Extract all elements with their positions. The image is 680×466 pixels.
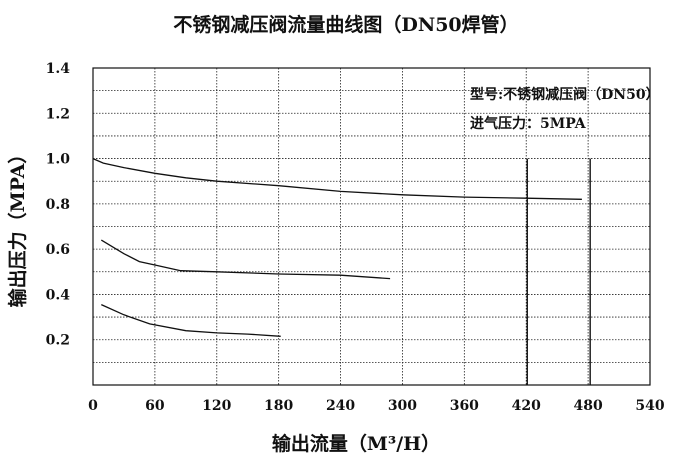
x-tick-label: 120: [202, 398, 231, 414]
x-tick-label: 360: [450, 398, 479, 414]
plot-frame: [92, 67, 651, 386]
x-tick-label: 300: [388, 398, 417, 414]
series-line-3: [101, 304, 281, 337]
series-line-1: [92, 158, 582, 200]
series-line-2: [100, 239, 391, 280]
x-tick-label: 420: [512, 398, 541, 414]
y-tick-label: 1.0: [46, 152, 71, 168]
x-tick-label: 180: [264, 398, 293, 414]
x-axis-label: 输出流量（M³/H）: [272, 432, 440, 455]
series: [92, 158, 582, 337]
vertical-marker-lines: [526, 158, 591, 385]
y-tick-label: 0.2: [46, 333, 70, 349]
y-tick-label: 0.4: [46, 287, 71, 303]
annotation-model: 型号:不锈钢减压阀（DN50）: [470, 86, 660, 103]
x-tick-label: 540: [635, 398, 664, 414]
x-tick-label: 60: [145, 398, 165, 414]
x-tick-labels: 0 60 120 180 240 300 360 420 480 540: [88, 398, 665, 414]
y-tick-label: 0.8: [46, 197, 70, 213]
x-tick-label: 240: [326, 398, 355, 414]
y-axis-label: 输出压力（MPA）: [6, 145, 29, 308]
annotation-inlet-pressure: 进气压力：5MPA: [470, 115, 587, 132]
x-tick-label: 0: [88, 398, 98, 414]
y-tick-label: 1.2: [46, 106, 70, 122]
y-tick-label: 0.6: [46, 242, 70, 258]
y-tick-labels: 0.2 0.4 0.6 0.8 1.0 1.2 1.4: [46, 61, 71, 349]
grid: [93, 68, 650, 385]
chart-title: 不锈钢减压阀流量曲线图（DN50焊管）: [173, 13, 518, 36]
y-tick-label: 1.4: [46, 61, 71, 77]
x-tick-label: 480: [573, 398, 602, 414]
